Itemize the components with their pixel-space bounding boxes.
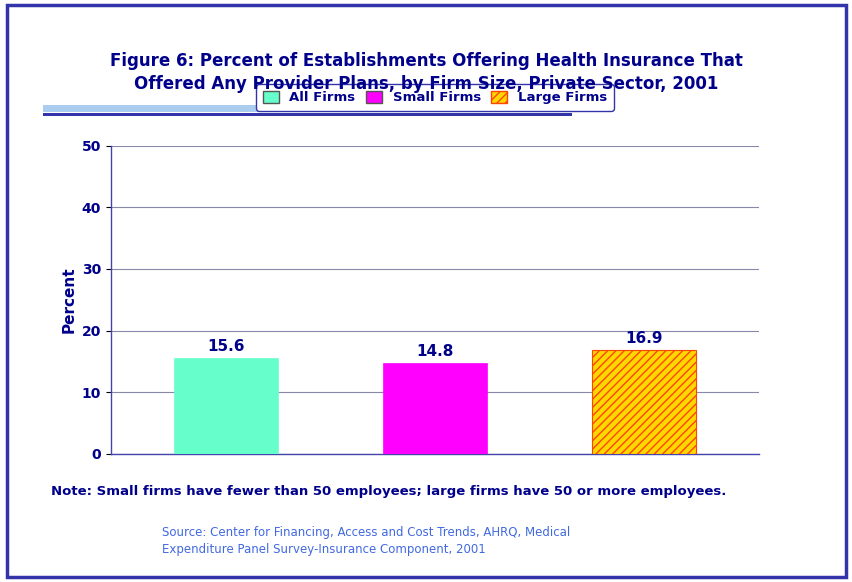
Text: Source: Center for Financing, Access and Cost Trends, AHRQ, Medical: Source: Center for Financing, Access and… (162, 526, 570, 539)
Bar (174, 358, 278, 454)
Bar (383, 363, 486, 454)
Text: 15.6: 15.6 (207, 339, 245, 354)
Bar (591, 350, 695, 454)
Legend: All Firms, Small Firms, Large Firms: All Firms, Small Firms, Large Firms (256, 84, 613, 111)
Text: Figure 6: Percent of Establishments Offering Health Insurance That: Figure 6: Percent of Establishments Offe… (110, 52, 742, 70)
Y-axis label: Percent: Percent (61, 267, 76, 333)
Text: 14.8: 14.8 (416, 344, 453, 359)
Text: Note: Small firms have fewer than 50 employees; large firms have 50 or more empl: Note: Small firms have fewer than 50 emp… (51, 485, 726, 498)
Text: Expenditure Panel Survey-Insurance Component, 2001: Expenditure Panel Survey-Insurance Compo… (162, 544, 486, 556)
Text: 16.9: 16.9 (625, 331, 662, 346)
Text: Offered Any Provider Plans, by Firm Size, Private Sector, 2001: Offered Any Provider Plans, by Firm Size… (134, 76, 718, 93)
